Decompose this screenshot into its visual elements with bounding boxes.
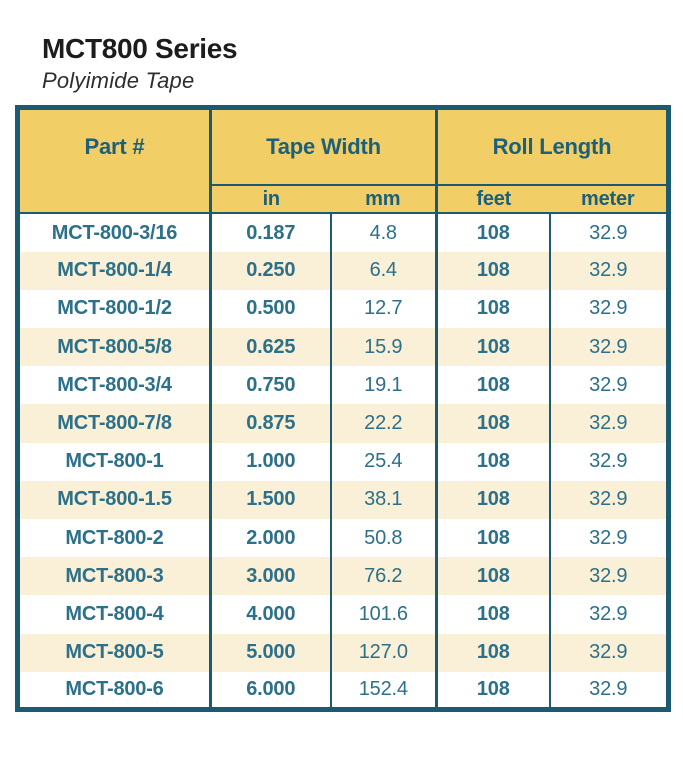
page-title: MCT800 Series	[42, 33, 238, 64]
in-cell: 3.000	[210, 557, 332, 596]
in-cell: 4.000	[210, 595, 332, 634]
in-cell: 0.875	[210, 404, 332, 443]
part-cell: MCT-800-2	[17, 518, 212, 558]
doc-header: MCT800 Series Polyimide Tape	[0, 33, 683, 93]
table-row: MCT-800-7/8 0.875 22.2 108 32.9	[17, 404, 669, 443]
mm-cell: 38.1	[330, 480, 438, 519]
feet-cell: 108	[436, 671, 551, 710]
part-cell: MCT-800-3/4	[17, 366, 212, 405]
table-row: MCT-800-5 5.000 127.0 108 32.9	[17, 633, 669, 672]
feet-cell: 108	[436, 404, 551, 443]
meter-cell: 32.9	[549, 518, 669, 558]
part-cell: MCT-800-1/4	[17, 251, 212, 290]
part-cell: MCT-800-1/2	[17, 289, 212, 329]
part-cell: MCT-800-6	[17, 671, 212, 710]
in-cell: 1.000	[210, 442, 332, 481]
meter-cell: 32.9	[549, 557, 669, 596]
mm-cell: 22.2	[330, 404, 438, 443]
part-cell: MCT-800-3/16	[17, 213, 212, 252]
header-sub-row: in mm feet meter	[18, 185, 669, 215]
column-header-meter: meter	[549, 185, 669, 215]
column-header-roll-length: Roll Length	[436, 107, 669, 187]
part-cell: MCT-800-4	[17, 595, 212, 634]
mm-cell: 127.0	[330, 633, 438, 672]
meter-cell: 32.9	[549, 595, 669, 634]
feet-cell: 108	[436, 557, 551, 596]
feet-cell: 108	[436, 289, 551, 329]
table-row: MCT-800-3/16 0.187 4.8 108 32.9	[17, 213, 669, 252]
table-row: MCT-800-4 4.000 101.6 108 32.9	[17, 595, 669, 634]
in-cell: 5.000	[210, 633, 332, 672]
meter-cell: 32.9	[549, 251, 669, 290]
feet-cell: 108	[436, 442, 551, 481]
in-cell: 0.500	[210, 289, 332, 329]
mm-cell: 12.7	[330, 289, 438, 329]
part-cell: MCT-800-1.5	[17, 480, 212, 519]
feet-cell: 108	[436, 480, 551, 519]
table-row: MCT-800-5/8 0.625 15.9 108 32.9	[17, 328, 669, 367]
meter-cell: 32.9	[549, 366, 669, 405]
in-cell: 2.000	[210, 518, 332, 558]
page-subtitle: Polyimide Tape	[42, 67, 195, 93]
meter-cell: 32.9	[549, 442, 669, 481]
column-header-in: in	[210, 185, 331, 215]
table-header: Part # Tape Width Roll Length in mm feet…	[17, 107, 669, 215]
meter-cell: 32.9	[549, 404, 669, 443]
mm-cell: 25.4	[330, 442, 438, 481]
table-row: MCT-800-1.5 1.500 38.1 108 32.9	[17, 480, 669, 519]
table-row: MCT-800-1 1.000 25.4 108 32.9	[17, 442, 669, 481]
in-cell: 0.250	[210, 251, 332, 290]
table-row: MCT-800-6 6.000 152.4 108 32.9	[17, 671, 669, 710]
table-row: MCT-800-1/4 0.250 6.4 108 32.9	[17, 251, 669, 290]
feet-cell: 108	[436, 251, 551, 290]
part-cell: MCT-800-5	[17, 633, 212, 672]
feet-cell: 108	[436, 518, 551, 558]
in-cell: 0.187	[210, 213, 332, 252]
meter-cell: 32.9	[549, 289, 669, 329]
feet-cell: 108	[436, 633, 551, 672]
mm-cell: 4.8	[330, 213, 438, 252]
table-row: MCT-800-2 2.000 50.8 108 32.9	[17, 518, 669, 558]
table-row: MCT-800-3 3.000 76.2 108 32.9	[17, 557, 669, 596]
mm-cell: 76.2	[330, 557, 438, 596]
meter-cell: 32.9	[549, 213, 669, 252]
in-cell: 1.500	[210, 480, 332, 519]
meter-cell: 32.9	[549, 328, 669, 367]
feet-cell: 108	[436, 213, 551, 252]
mm-cell: 19.1	[330, 366, 438, 405]
table-body: MCT-800-3/16 0.187 4.8 108 32.9 MCT-800-1/4 0.…	[17, 213, 669, 710]
column-header-part: Part #	[17, 107, 212, 215]
part-cell: MCT-800-3	[17, 557, 212, 596]
part-cell: MCT-800-1	[17, 442, 212, 481]
meter-cell: 32.9	[549, 480, 669, 519]
feet-cell: 108	[436, 328, 551, 367]
table-row: MCT-800-3/4 0.750 19.1 108 32.9	[17, 366, 669, 405]
part-cell: MCT-800-5/8	[17, 328, 212, 367]
in-cell: 0.625	[210, 328, 332, 367]
column-header-mm: mm	[330, 185, 438, 215]
spec-table: Part # Tape Width Roll Length in mm feet…	[15, 104, 671, 713]
mm-cell: 15.9	[330, 328, 438, 367]
mm-cell: 6.4	[330, 251, 438, 290]
header-group-row: Part # Tape Width Roll Length	[17, 107, 669, 215]
column-header-tape-width: Tape Width	[210, 107, 438, 187]
table-row: MCT-800-1/2 0.500 12.7 108 32.9	[17, 289, 669, 329]
mm-cell: 152.4	[330, 671, 438, 710]
mm-cell: 50.8	[330, 518, 438, 558]
in-cell: 6.000	[210, 671, 332, 710]
column-header-feet: feet	[436, 185, 550, 215]
meter-cell: 32.9	[549, 671, 669, 710]
meter-cell: 32.9	[549, 633, 669, 672]
part-cell: MCT-800-7/8	[17, 404, 212, 443]
in-cell: 0.750	[210, 366, 332, 405]
feet-cell: 108	[436, 366, 551, 405]
mm-cell: 101.6	[330, 595, 438, 634]
feet-cell: 108	[436, 595, 551, 634]
